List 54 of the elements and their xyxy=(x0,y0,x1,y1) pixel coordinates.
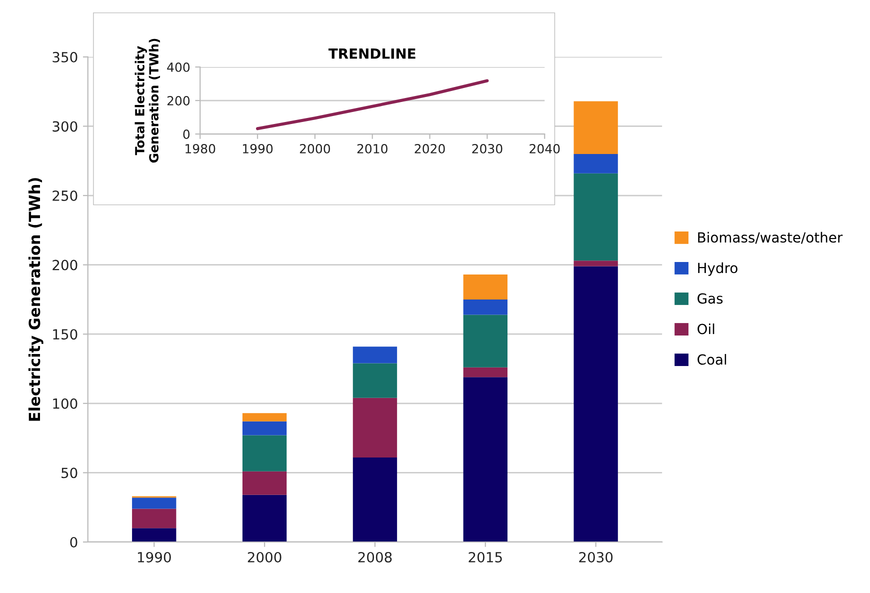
bar xyxy=(242,413,287,422)
x-tick-label: 2030 xyxy=(472,144,502,154)
legend-label: Coal xyxy=(698,354,726,365)
bar xyxy=(242,494,287,542)
bar xyxy=(574,154,618,174)
y-tick-label: 400 xyxy=(167,62,190,72)
bar xyxy=(132,508,176,528)
y-tick-label: 350 xyxy=(52,52,78,62)
x-tick-label: 2040 xyxy=(530,144,560,154)
bar xyxy=(352,363,398,398)
x-tick-label: 2008 xyxy=(358,552,392,562)
legend-label: Hydro xyxy=(698,262,738,276)
bar xyxy=(463,274,508,300)
bar xyxy=(242,471,287,495)
bar xyxy=(574,260,618,266)
y-tick-label: 250 xyxy=(52,190,78,201)
y-axis-title: Total Electricity Generation (TWh) xyxy=(134,38,160,163)
y-tick-label: 50 xyxy=(62,468,78,478)
bar xyxy=(463,299,508,315)
legend-label: Oil xyxy=(698,323,714,334)
y-tick-label: 200 xyxy=(167,96,190,106)
x-tick-label: 2000 xyxy=(248,552,282,562)
x-tick-label: 2030 xyxy=(579,552,613,562)
x-tick-label: 2015 xyxy=(468,552,502,562)
line-series xyxy=(256,79,489,130)
bar xyxy=(132,528,176,542)
x-tick-label: 1980 xyxy=(186,144,216,154)
chart-title: TRENDLINE xyxy=(328,48,416,59)
y-tick-label: 100 xyxy=(53,398,78,409)
bar xyxy=(463,314,508,368)
y-tick-label: 0 xyxy=(183,129,190,139)
bar xyxy=(352,457,398,542)
bar xyxy=(574,101,618,154)
legend-label: Biomass/waste/other xyxy=(698,232,843,244)
x-tick-label: 2000 xyxy=(300,144,330,154)
y-tick-label: 150 xyxy=(53,329,78,340)
y-tick-label: 300 xyxy=(52,121,78,132)
legend-label: Gas xyxy=(698,293,723,304)
x-tick-label: 2020 xyxy=(414,144,445,154)
bar xyxy=(463,377,508,542)
bar xyxy=(352,398,398,458)
y-tick-label: 200 xyxy=(52,260,78,270)
x-tick-label: 1990 xyxy=(242,144,273,154)
x-tick-label: 1990 xyxy=(138,552,171,562)
bar xyxy=(352,346,398,364)
bar xyxy=(242,421,287,436)
y-axis-title: Electricity Generation (TWh) xyxy=(28,178,44,421)
bar xyxy=(574,266,618,542)
y-tick-label: 0 xyxy=(70,536,78,548)
x-tick-label: 2010 xyxy=(357,144,388,154)
bar xyxy=(463,367,508,378)
bar xyxy=(132,498,176,509)
bar xyxy=(242,435,287,472)
bar xyxy=(574,173,618,261)
